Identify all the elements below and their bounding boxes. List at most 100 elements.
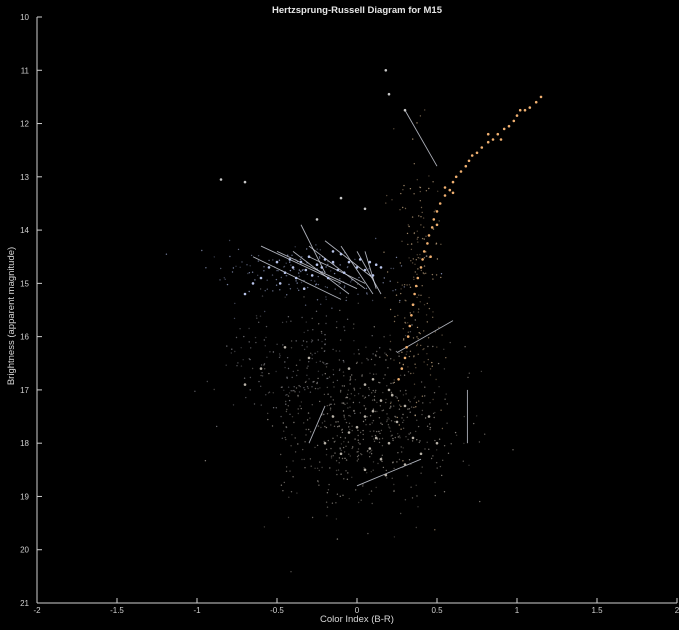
data-point	[397, 378, 400, 381]
data-point	[259, 367, 263, 370]
data-point	[411, 436, 415, 440]
star-trail-streak	[364, 251, 377, 289]
star-trail-streak	[324, 240, 374, 279]
y-tick-label: 18	[20, 439, 29, 448]
data-point	[299, 260, 303, 264]
data-point	[315, 218, 319, 221]
data-point	[422, 250, 426, 253]
data-point	[219, 178, 223, 181]
data-point	[243, 292, 247, 296]
data-point	[371, 274, 375, 277]
data-point	[368, 447, 372, 450]
data-point	[491, 138, 495, 141]
data-point	[374, 436, 378, 440]
data-point	[379, 266, 383, 269]
star-trail-streak	[308, 405, 326, 444]
x-tick-label: 0	[355, 606, 360, 615]
data-point	[451, 180, 455, 184]
data-point	[438, 202, 442, 205]
data-point	[403, 108, 407, 112]
data-point	[429, 255, 432, 258]
data-point	[331, 250, 335, 253]
data-point	[347, 431, 351, 434]
y-tick-label: 13	[20, 173, 29, 182]
data-point	[395, 420, 399, 424]
y-tick-label: 10	[20, 13, 29, 22]
y-tick-label: 15	[20, 279, 29, 288]
data-point	[470, 154, 474, 157]
star-trail-streak	[404, 110, 438, 167]
data-point	[400, 367, 404, 370]
data-point	[374, 263, 378, 267]
y-tick-label: 17	[20, 386, 29, 395]
data-point	[443, 186, 447, 189]
x-tick-label: -0.5	[270, 606, 284, 615]
data-point	[454, 175, 458, 179]
data-point	[403, 404, 407, 408]
data-point	[363, 268, 367, 272]
y-tick-label: 21	[20, 599, 29, 608]
chart-title: Hertzsprung-Russell Diagram for M15	[272, 5, 443, 16]
data-point	[419, 266, 423, 269]
data-point	[379, 399, 383, 402]
data-point	[405, 346, 408, 349]
data-point	[342, 271, 346, 275]
series-red-giant-branch	[397, 95, 543, 381]
data-point	[288, 258, 292, 261]
x-tick-label: -1.5	[110, 606, 124, 615]
data-point	[307, 356, 311, 360]
data-point	[387, 388, 391, 392]
data-point	[539, 95, 543, 99]
data-point	[384, 69, 388, 72]
data-point	[275, 260, 279, 264]
data-point	[410, 314, 413, 317]
data-point	[448, 188, 452, 192]
y-tick-label: 12	[20, 120, 29, 129]
series-blue-stragglers	[219, 69, 407, 221]
star-trail-streak	[340, 245, 374, 295]
data-point	[339, 452, 343, 456]
data-point	[451, 191, 455, 195]
data-point	[243, 180, 247, 184]
data-point	[502, 127, 506, 131]
data-point	[419, 452, 423, 456]
data-point	[302, 287, 306, 291]
data-point	[496, 132, 500, 136]
data-point	[278, 282, 282, 285]
y-tick-label: 11	[21, 66, 30, 75]
data-point	[336, 268, 340, 272]
data-point	[358, 258, 362, 261]
data-point	[499, 138, 503, 141]
data-point	[435, 223, 439, 227]
data-point	[435, 210, 439, 213]
data-point	[413, 292, 416, 296]
data-point	[243, 383, 247, 386]
data-point	[411, 303, 415, 307]
data-point	[323, 441, 327, 445]
data-point	[371, 409, 375, 413]
data-point	[387, 441, 391, 445]
data-point	[347, 367, 351, 370]
data-point	[512, 119, 516, 123]
data-point	[523, 108, 527, 112]
data-point	[310, 274, 314, 277]
x-tick-label: 2	[675, 606, 679, 615]
data-point	[430, 226, 434, 229]
data-point	[347, 260, 351, 264]
data-point	[379, 457, 383, 461]
data-point	[387, 92, 391, 96]
data-point	[390, 393, 394, 397]
data-point	[427, 234, 431, 237]
data-point	[459, 170, 463, 173]
data-point	[486, 140, 490, 144]
star-trail-streak	[356, 458, 422, 487]
data-point	[304, 268, 308, 272]
x-tick-label: -2	[33, 606, 41, 615]
star-trail-streak	[292, 251, 350, 295]
series-main-sequence	[243, 346, 439, 477]
data-point	[518, 108, 522, 112]
data-point	[259, 276, 263, 280]
y-tick-label: 19	[20, 492, 29, 501]
data-point	[339, 252, 343, 256]
